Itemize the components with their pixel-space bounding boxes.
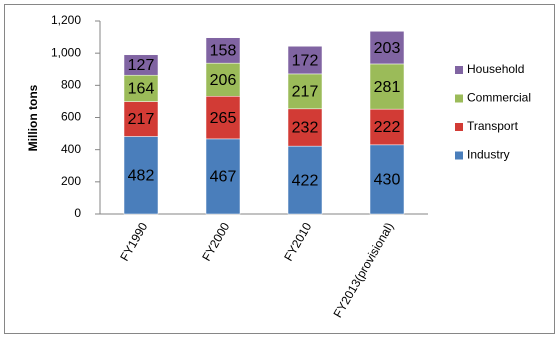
data-label: 467	[210, 169, 237, 186]
data-label: 203	[374, 40, 401, 57]
bar-segment	[123, 136, 159, 215]
y-tick-label: 1,200	[51, 13, 81, 27]
data-label: 482	[128, 167, 155, 184]
bar-segment	[369, 31, 405, 65]
legend-swatch	[455, 151, 463, 160]
legend-swatch	[455, 123, 463, 131]
y-tick-label: 400	[61, 142, 81, 156]
data-label: 127	[128, 57, 155, 74]
bar-segment	[369, 108, 405, 146]
bar-segment	[205, 62, 241, 97]
chart-border	[4, 4, 555, 334]
data-label: 158	[210, 43, 237, 60]
data-label: 217	[128, 111, 155, 128]
legend-swatch	[455, 66, 463, 74]
bar-segment	[287, 108, 323, 147]
data-label: 281	[374, 79, 401, 96]
bar-segment	[205, 138, 241, 215]
data-label: 222	[374, 119, 401, 136]
data-label: 265	[210, 110, 237, 127]
data-label: 232	[292, 120, 319, 137]
y-tick-label: 800	[61, 78, 81, 92]
legend-label: Transport	[467, 119, 519, 133]
y-tick-label: 0	[74, 206, 81, 220]
y-tick-label: 600	[61, 110, 81, 124]
legend-label: Industry	[467, 148, 510, 162]
bar-segment	[369, 144, 405, 215]
bar-segment	[287, 73, 323, 110]
data-label: 164	[128, 81, 155, 98]
data-label: 172	[292, 52, 319, 69]
legend-label: Household	[467, 62, 524, 76]
data-label: 422	[292, 172, 319, 189]
data-label: 206	[210, 72, 237, 89]
bar-segment	[123, 54, 159, 76]
y-axis-label: Million tons	[26, 84, 40, 151]
legend-swatch	[455, 94, 463, 103]
bar-segment	[205, 96, 241, 140]
legend-label: Commercial	[467, 91, 531, 105]
bar-segment	[287, 145, 323, 215]
data-label: 430	[374, 172, 401, 189]
data-label: 217	[292, 84, 319, 101]
y-tick-label: 200	[61, 174, 81, 188]
bar-segment	[205, 37, 241, 64]
bar-segment	[287, 46, 323, 75]
y-tick-label: 1,000	[51, 45, 81, 59]
